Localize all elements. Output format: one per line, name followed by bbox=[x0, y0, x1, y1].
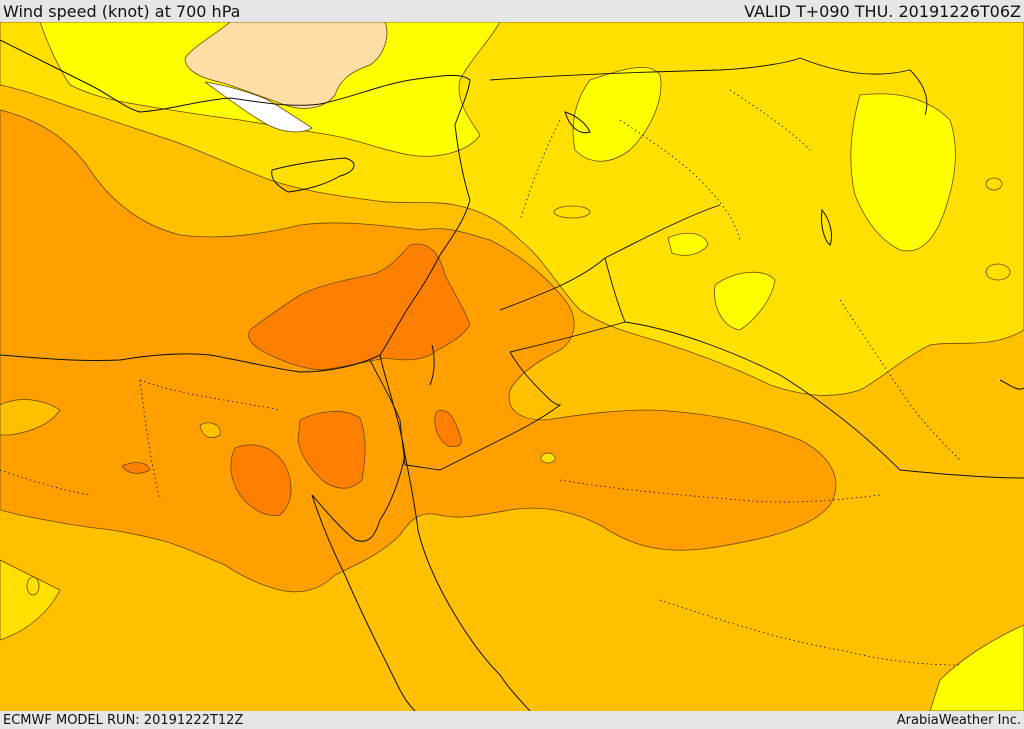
province-borders bbox=[0, 89, 961, 666]
blob bbox=[985, 263, 1011, 281]
iraq-iran-border bbox=[799, 57, 928, 116]
credit: ArabiaWeather Inc. bbox=[896, 712, 1021, 728]
blob bbox=[985, 177, 1003, 191]
syria-iraq-border bbox=[489, 57, 801, 81]
cyprus bbox=[271, 157, 355, 193]
saudi-iraq-border bbox=[604, 257, 1024, 479]
coastlines bbox=[0, 39, 1024, 711]
field-yellow-blob2 bbox=[667, 232, 709, 256]
field-yellow-east bbox=[850, 93, 956, 252]
dotted-border bbox=[139, 379, 281, 411]
field-deep-orange-4 bbox=[434, 409, 462, 447]
dotted-border bbox=[659, 599, 961, 666]
red-sea-suez bbox=[311, 354, 406, 542]
valid-time: VALID T+090 THU. 20191226T06Z bbox=[744, 1, 1021, 21]
lake-van bbox=[564, 111, 591, 134]
field-deep-orange-2 bbox=[297, 411, 366, 489]
map-title: Wind speed (knot) at 700 hPa bbox=[3, 1, 241, 21]
dotted-border bbox=[729, 89, 811, 151]
levant-coast bbox=[0, 124, 471, 373]
field-deep-orange-3 bbox=[230, 444, 292, 516]
wind-speed-map bbox=[0, 22, 1024, 711]
field-deep-orange-5 bbox=[121, 462, 151, 474]
turkey-coast bbox=[0, 39, 471, 126]
field-amber-patch bbox=[0, 399, 61, 436]
field-yellow-se bbox=[929, 624, 1024, 711]
lake-urmia bbox=[821, 208, 833, 246]
header-bar: Wind speed (knot) at 700 hPa VALID T+090… bbox=[0, 0, 1024, 22]
gulf-of-aqaba bbox=[404, 454, 531, 711]
dotted-border bbox=[839, 299, 961, 461]
dotted-border bbox=[0, 469, 91, 496]
borders bbox=[369, 57, 1024, 479]
persian-gulf bbox=[999, 379, 1024, 390]
saudi-jordan-border-2 bbox=[509, 321, 626, 353]
field-amber-patch2 bbox=[199, 422, 221, 438]
dotted-border bbox=[619, 119, 741, 241]
field-yellow-orange-sw bbox=[0, 559, 61, 641]
field-calm bbox=[204, 81, 313, 133]
dotted-border bbox=[559, 479, 881, 503]
dead-sea bbox=[429, 344, 435, 386]
saudi-west-border bbox=[404, 351, 562, 471]
blob bbox=[553, 205, 591, 219]
field-yellow-blob bbox=[714, 271, 776, 331]
jordan-saudi-border bbox=[499, 204, 721, 311]
sinai-border bbox=[369, 359, 406, 466]
field-yellow-mid bbox=[572, 67, 662, 162]
dotted-border bbox=[519, 119, 561, 221]
small-contour-blobs bbox=[26, 177, 1011, 596]
dotted-border bbox=[139, 379, 161, 501]
model-run: ECMWF MODEL RUN: 20191222T12Z bbox=[3, 712, 244, 728]
red-sea-west bbox=[311, 494, 416, 711]
footer-bar: ECMWF MODEL RUN: 20191222T12Z ArabiaWeat… bbox=[0, 711, 1024, 729]
field-deep-orange-1 bbox=[248, 243, 471, 371]
blob bbox=[26, 576, 40, 596]
blob bbox=[540, 452, 556, 464]
